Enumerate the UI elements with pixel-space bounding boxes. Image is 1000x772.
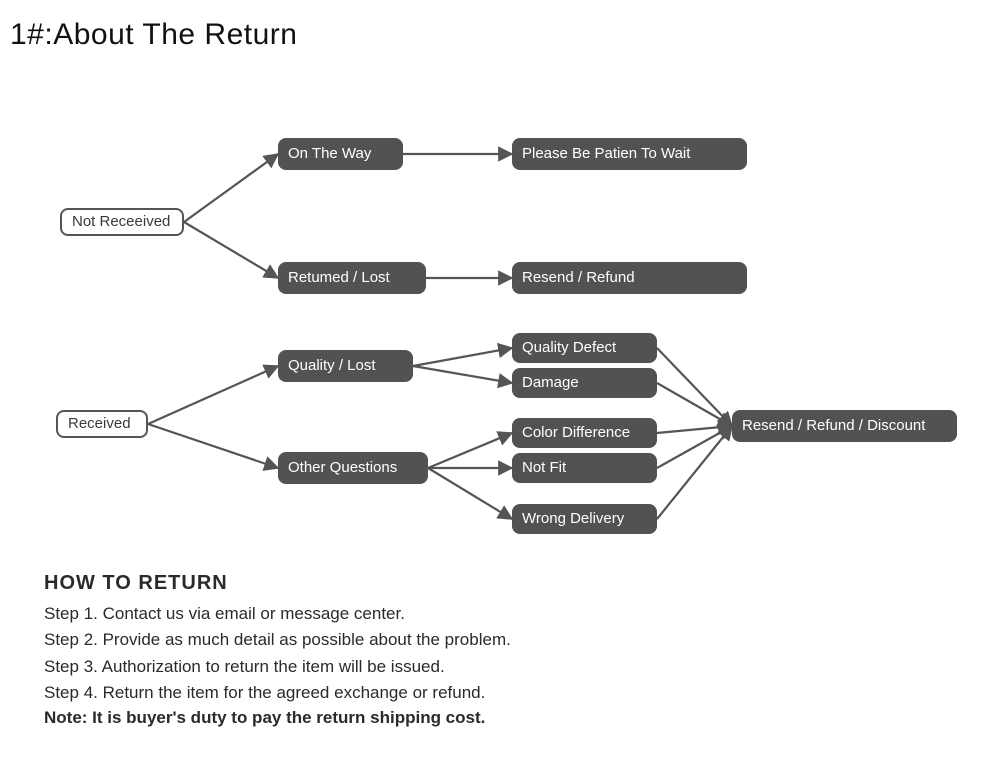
flowchart-node-resend_refund: Resend / Refund — [512, 262, 747, 294]
howto-title: HOW TO RETURN — [44, 572, 944, 595]
flowchart-node-returned_lost: Retumed / Lost — [278, 262, 426, 294]
page-title: 1#:About The Return — [10, 18, 297, 52]
flowchart-node-color_diff: Color Difference — [512, 418, 657, 448]
flowchart-node-not_fit: Not Fit — [512, 453, 657, 483]
flowchart-edge — [148, 424, 278, 468]
flowchart-edge — [428, 468, 512, 519]
flowchart-node-other_q: Other Questions — [278, 452, 428, 484]
flowchart-edge — [657, 426, 732, 433]
howto-step: Step 3. Authorization to return the item… — [44, 654, 944, 680]
flowchart-edge — [148, 366, 278, 424]
flowchart-node-wrong_del: Wrong Delivery — [512, 504, 657, 534]
page-root: 1#:About The Return Not Receeived Receive… — [0, 0, 1000, 772]
flowchart-edge — [657, 348, 732, 426]
flowchart-node-final: Resend / Refund / Discount — [732, 410, 957, 442]
flowchart-edge — [428, 433, 512, 468]
howto-step: Step 1. Contact us via email or message … — [44, 601, 944, 627]
flowchart-edge — [413, 348, 512, 366]
flowchart-node-quality_lost: Quality / Lost — [278, 350, 413, 382]
flowchart-node-not_received: Not Receeived — [60, 208, 184, 236]
flowchart-node-damage: Damage — [512, 368, 657, 398]
flowchart-edge — [657, 426, 732, 519]
howto-step: Step 4. Return the item for the agreed e… — [44, 680, 944, 706]
flowchart-edge — [184, 222, 278, 278]
flowchart-edge — [413, 366, 512, 383]
howto-step: Step 2. Provide as much detail as possib… — [44, 627, 944, 653]
flowchart-edge — [657, 426, 732, 468]
howto-note: Note: It is buyer's duty to pay the retu… — [44, 708, 944, 728]
flowchart-node-q_defect: Quality Defect — [512, 333, 657, 363]
flowchart-edge — [657, 383, 732, 426]
flowchart-edge — [184, 154, 278, 222]
flowchart-node-be_patient: Please Be Patien To Wait — [512, 138, 747, 170]
flowchart-node-on_the_way: On The Way — [278, 138, 403, 170]
howto-section: HOW TO RETURN Step 1. Contact us via ema… — [44, 572, 944, 728]
flowchart-node-received: Received — [56, 410, 148, 438]
